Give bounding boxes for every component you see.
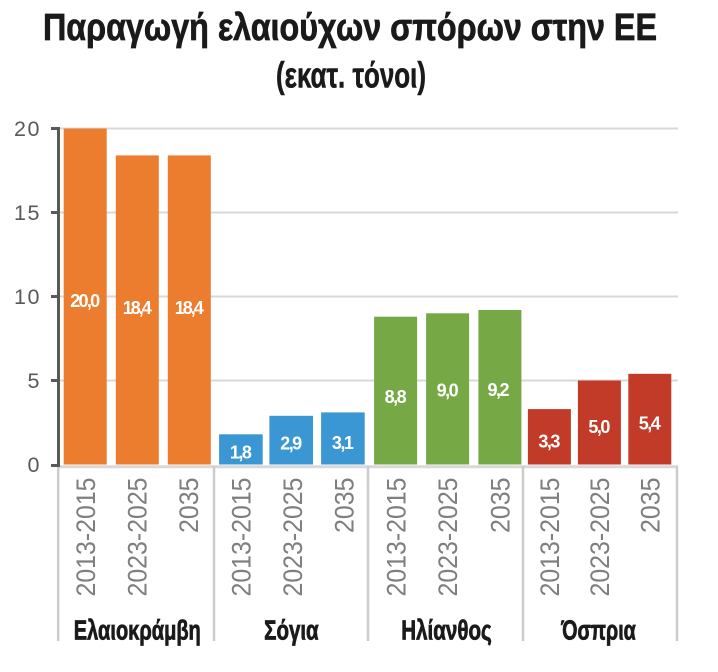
svg-text:5,4: 5,4	[639, 414, 661, 434]
svg-text:0: 0	[28, 453, 40, 477]
svg-text:2035: 2035	[330, 478, 360, 534]
svg-text:2013-2015: 2013-2015	[71, 478, 101, 597]
svg-text:2013-2015: 2013-2015	[535, 478, 565, 597]
svg-text:18,4: 18,4	[123, 298, 152, 318]
svg-text:Παραγωγή ελαιούχων σπόρων στην: Παραγωγή ελαιούχων σπόρων στην ΕΕ	[43, 7, 657, 49]
svg-text:5,0: 5,0	[588, 417, 610, 437]
svg-text:2035: 2035	[174, 478, 204, 534]
svg-text:18,4: 18,4	[175, 298, 204, 318]
svg-text:20: 20	[14, 117, 40, 141]
svg-text:Σόγια: Σόγια	[264, 615, 319, 646]
svg-text:2035: 2035	[635, 478, 665, 534]
svg-text:9,0: 9,0	[437, 381, 459, 401]
svg-text:2013-2015: 2013-2015	[226, 478, 256, 597]
svg-text:5: 5	[28, 369, 40, 393]
svg-text:10: 10	[14, 285, 40, 309]
svg-text:2023-2025: 2023-2025	[123, 478, 153, 597]
svg-text:3,3: 3,3	[538, 431, 560, 451]
svg-text:9,2: 9,2	[488, 380, 510, 400]
svg-text:15: 15	[14, 201, 40, 225]
svg-text:Ελαιοκράμβη: Ελαιοκράμβη	[74, 615, 201, 646]
svg-text:Ηλίανθος: Ηλίανθος	[401, 615, 492, 646]
svg-text:2013-2015: 2013-2015	[381, 478, 411, 597]
svg-text:1,8: 1,8	[230, 442, 252, 462]
svg-text:2,9: 2,9	[280, 434, 302, 454]
svg-text:(εκατ. τόνοι): (εκατ. τόνοι)	[276, 55, 426, 96]
svg-text:20,0: 20,0	[70, 291, 100, 311]
svg-text:2023-2025: 2023-2025	[585, 478, 615, 597]
svg-text:2023-2025: 2023-2025	[278, 478, 308, 597]
svg-text:Όσπρια: Όσπρια	[560, 615, 635, 646]
svg-text:2023-2025: 2023-2025	[433, 478, 463, 597]
svg-text:2035: 2035	[486, 477, 516, 533]
svg-text:8,8: 8,8	[385, 387, 407, 407]
svg-text:3,1: 3,1	[332, 433, 354, 453]
